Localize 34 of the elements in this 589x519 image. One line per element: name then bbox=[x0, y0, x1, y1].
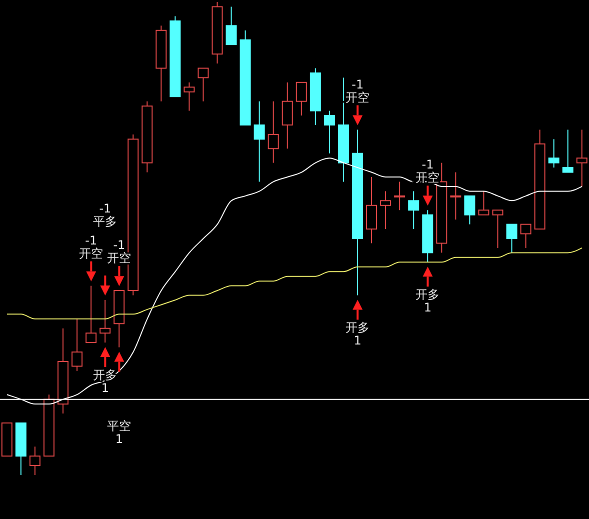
candlestick bbox=[282, 82, 293, 150]
candlestick bbox=[156, 25, 167, 102]
annotation: -1 开空 bbox=[79, 233, 104, 260]
candlestick bbox=[422, 210, 434, 263]
candlestick bbox=[366, 176, 378, 244]
point bbox=[352, 115, 363, 126]
candlestick bbox=[310, 68, 321, 126]
candlestick bbox=[29, 446, 40, 475]
point bbox=[114, 352, 124, 362]
point bbox=[86, 271, 96, 282]
candlestick bbox=[352, 129, 363, 296]
point bbox=[100, 347, 110, 358]
annotation: 平空 1 bbox=[107, 418, 132, 446]
annotation: -1 开空 bbox=[416, 158, 440, 185]
candlestick bbox=[394, 181, 406, 211]
candlestick bbox=[100, 299, 111, 344]
candlestick bbox=[72, 318, 83, 372]
annotation: -1 开空 bbox=[346, 77, 370, 104]
candlestick bbox=[268, 100, 279, 164]
candlestick bbox=[380, 190, 392, 230]
annotation: 开多 1 bbox=[346, 320, 370, 348]
candlestick bbox=[450, 172, 462, 220]
point bbox=[422, 196, 433, 206]
candlestick bbox=[212, 2, 223, 64]
annotation: 开多 1 bbox=[416, 288, 440, 315]
candlestick bbox=[254, 100, 265, 182]
candlestick bbox=[58, 328, 68, 414]
point bbox=[114, 276, 124, 286]
candlestick bbox=[576, 129, 588, 187]
candlestick bbox=[408, 190, 420, 230]
annotation: -1 平多 bbox=[93, 202, 118, 229]
point bbox=[100, 286, 110, 296]
point bbox=[422, 266, 433, 277]
point bbox=[352, 300, 363, 310]
